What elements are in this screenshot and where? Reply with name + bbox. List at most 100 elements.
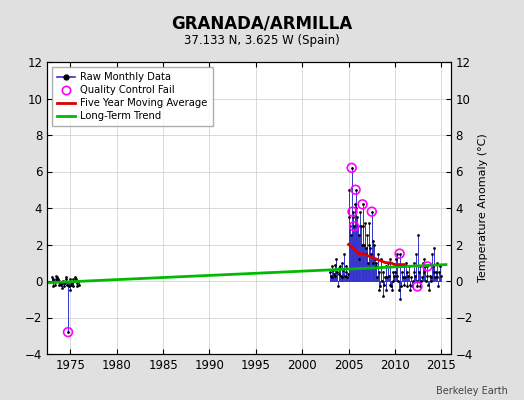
- Point: [56, 278, 64, 284]
- Point: [434, 283, 442, 290]
- Point: [71, 274, 79, 280]
- Point: [59, 280, 68, 286]
- Point: [423, 263, 432, 270]
- Point: [419, 260, 427, 266]
- Point: [368, 208, 376, 215]
- Point: [429, 263, 437, 270]
- Point: [361, 219, 369, 226]
- Point: [432, 260, 441, 266]
- Point: [424, 282, 432, 288]
- Point: [72, 280, 81, 286]
- Point: [334, 265, 343, 272]
- Point: [48, 283, 57, 290]
- Point: [416, 283, 424, 290]
- Point: [409, 278, 417, 284]
- Point: [342, 269, 351, 275]
- Point: [378, 292, 387, 299]
- Point: [48, 274, 56, 280]
- Point: [362, 250, 370, 257]
- Point: [326, 269, 334, 275]
- Point: [387, 283, 395, 290]
- Point: [341, 263, 350, 270]
- Point: [338, 274, 346, 280]
- Text: Berkeley Earth: Berkeley Earth: [436, 386, 508, 396]
- Point: [345, 186, 354, 193]
- Point: [416, 263, 424, 270]
- Text: 37.133 N, 3.625 W (Spain): 37.133 N, 3.625 W (Spain): [184, 34, 340, 47]
- Point: [414, 269, 423, 275]
- Point: [395, 287, 403, 293]
- Point: [348, 208, 357, 215]
- Point: [385, 272, 393, 279]
- Point: [370, 241, 378, 248]
- Point: [398, 269, 406, 275]
- Point: [409, 269, 418, 275]
- Point: [402, 260, 410, 266]
- Point: [61, 276, 70, 282]
- Point: [427, 278, 435, 284]
- Point: [67, 282, 75, 288]
- Point: [348, 208, 357, 215]
- Point: [432, 269, 440, 275]
- Point: [414, 232, 422, 238]
- Point: [375, 269, 384, 275]
- Point: [388, 287, 396, 293]
- Point: [341, 272, 349, 279]
- Point: [51, 282, 59, 288]
- Point: [420, 256, 429, 262]
- Point: [353, 214, 362, 220]
- Point: [61, 280, 69, 286]
- Text: GRANADA/ARMILLA: GRANADA/ARMILLA: [171, 14, 353, 32]
- Point: [352, 186, 360, 193]
- Point: [344, 270, 352, 277]
- Point: [63, 282, 71, 288]
- Point: [347, 165, 356, 171]
- Point: [373, 274, 381, 280]
- Point: [398, 274, 407, 280]
- Point: [436, 272, 445, 279]
- Point: [349, 214, 357, 220]
- Point: [70, 278, 79, 284]
- Point: [377, 256, 385, 262]
- Point: [330, 270, 338, 277]
- Point: [72, 276, 80, 282]
- Point: [66, 287, 74, 293]
- Point: [383, 263, 391, 270]
- Point: [396, 250, 404, 257]
- Point: [368, 208, 376, 215]
- Point: [362, 245, 370, 251]
- Point: [381, 274, 389, 280]
- Point: [52, 272, 61, 279]
- Point: [430, 269, 439, 275]
- Point: [346, 223, 354, 230]
- Point: [57, 282, 66, 288]
- Point: [375, 287, 383, 293]
- Point: [389, 278, 398, 284]
- Point: [328, 263, 336, 270]
- Point: [331, 261, 340, 268]
- Point: [328, 274, 336, 280]
- Point: [363, 232, 372, 238]
- Point: [335, 270, 344, 277]
- Point: [413, 283, 422, 290]
- Point: [430, 245, 438, 251]
- Point: [394, 278, 402, 284]
- Point: [425, 272, 434, 279]
- Point: [365, 219, 374, 226]
- Point: [372, 260, 380, 266]
- Point: [418, 274, 426, 280]
- Point: [354, 232, 363, 238]
- Point: [53, 274, 61, 280]
- Point: [413, 283, 422, 290]
- Point: [388, 269, 397, 275]
- Point: [433, 274, 442, 280]
- Point: [412, 250, 420, 257]
- Point: [350, 223, 358, 230]
- Point: [357, 223, 365, 230]
- Point: [351, 201, 359, 208]
- Point: [347, 232, 355, 238]
- Point: [368, 238, 377, 244]
- Point: [352, 205, 361, 211]
- Point: [406, 282, 414, 288]
- Point: [406, 287, 414, 293]
